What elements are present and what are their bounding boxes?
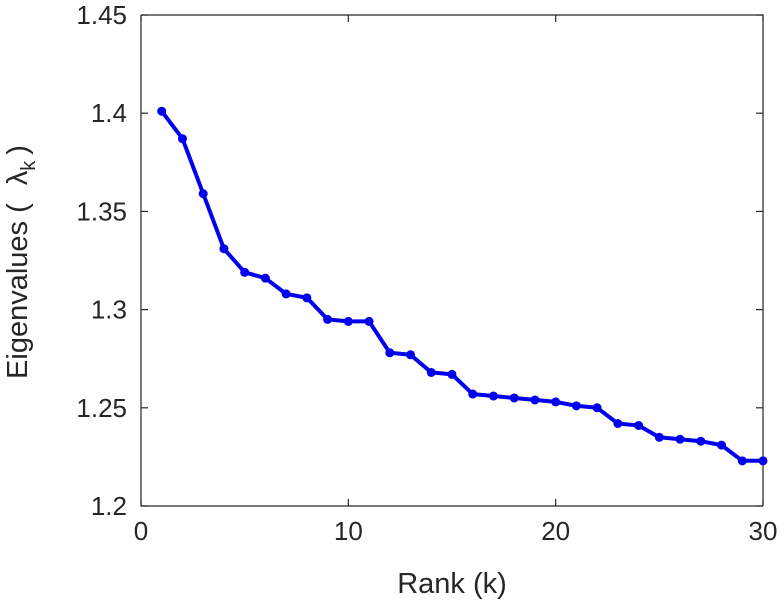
data-point [675,434,685,444]
data-point [654,432,664,442]
y-tick-label: 1.4 [91,98,127,128]
data-point [385,348,395,358]
data-point [219,244,229,254]
data-point [281,289,291,299]
data-point [323,314,333,324]
y-axis-label: Eigenvalues ( λk) [2,145,40,379]
data-point [198,189,208,199]
y-tick-label: 1.2 [91,491,127,521]
data-point [426,367,436,377]
y-tick-label: 1.25 [76,393,127,423]
y-axis-label-symbol: λ [2,170,34,185]
data-point [613,419,623,429]
data-point [634,420,644,430]
y-tick-label: 1.35 [76,196,127,226]
data-point [157,106,167,116]
x-tick-label: 0 [134,516,148,546]
data-point [260,273,270,283]
y-tick-label: 1.3 [91,295,127,325]
data-point [488,391,498,401]
data-point [696,436,706,446]
data-point [177,134,187,144]
data-point [592,403,602,413]
x-ticks: 0 10 20 30 [134,15,778,546]
data-point [447,369,457,379]
data-point [530,395,540,405]
y-ticks: 1.2 1.25 1.3 1.35 1.4 1.45 [76,0,763,521]
y-axis-label-subscript: k [18,160,40,171]
y-tick-label: 1.45 [76,0,127,30]
data-point [364,316,374,326]
series-line [160,109,763,463]
data-point [509,393,519,403]
data-point [717,440,727,450]
x-tick-label: 10 [334,516,363,546]
x-tick-label: 20 [541,516,570,546]
x-axis-label: Rank (k) [397,568,507,600]
series [157,106,768,466]
y-axis-label-close: ) [2,145,34,155]
data-point [468,389,478,399]
data-point [302,293,312,303]
y-axis-label-main: Eigenvalues ( [2,203,34,379]
data-point [571,401,581,411]
data-point [240,267,250,277]
data-point [551,397,561,407]
data-point [406,350,416,360]
x-tick-label: 30 [749,516,778,546]
data-point [343,316,353,326]
data-point [758,456,768,466]
data-point [737,456,747,466]
